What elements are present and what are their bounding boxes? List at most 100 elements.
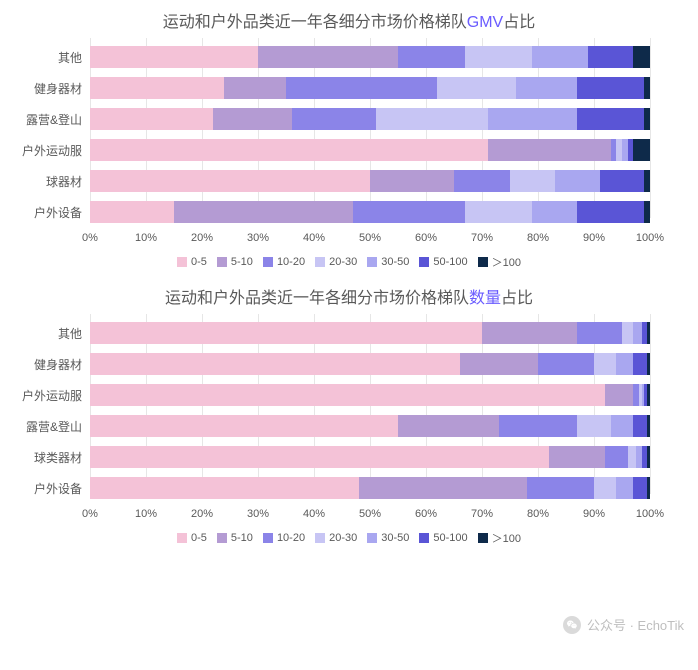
bar-segment xyxy=(460,353,538,375)
bar-track xyxy=(90,477,650,499)
x-tick: 10% xyxy=(135,232,157,244)
bar-track xyxy=(90,201,650,223)
bar-segment xyxy=(549,446,605,468)
category-label: 其他 xyxy=(0,325,90,342)
bar-segment xyxy=(647,446,650,468)
bar-track xyxy=(90,170,650,192)
bar-segment xyxy=(647,322,650,344)
bar-segment xyxy=(644,77,650,99)
legend-item: 50-100 xyxy=(419,530,467,546)
legend-swatch xyxy=(177,533,187,543)
legend-item: 20-30 xyxy=(315,530,357,546)
category-label: 露营&登山 xyxy=(0,418,90,435)
bar-segment xyxy=(398,415,499,437)
legend-label: 10-20 xyxy=(277,256,305,268)
x-tick: 90% xyxy=(583,232,605,244)
x-tick: 30% xyxy=(247,232,269,244)
legend-label: 50-100 xyxy=(433,256,467,268)
x-tick: 100% xyxy=(636,508,664,520)
wechat-icon xyxy=(563,616,581,634)
bar-segment xyxy=(532,201,577,223)
bar-segment xyxy=(577,77,644,99)
bar-segment xyxy=(644,170,650,192)
x-tick: 40% xyxy=(303,232,325,244)
x-tick: 80% xyxy=(527,508,549,520)
category-label: 露营&登山 xyxy=(0,111,90,128)
bar-segment xyxy=(594,477,616,499)
x-tick: 40% xyxy=(303,508,325,520)
legend-item: 30-50 xyxy=(367,254,409,270)
bar-segment xyxy=(90,477,359,499)
bar-segment xyxy=(224,77,286,99)
x-tick: 0% xyxy=(82,232,98,244)
plot-area: 其他健身器材露营&登山户外运动服球器材户外设备0%10%20%30%40%50%… xyxy=(0,38,698,250)
bar-segment xyxy=(628,446,636,468)
legend-swatch xyxy=(263,257,273,267)
bar-segment xyxy=(465,46,532,68)
bar-segment xyxy=(555,170,600,192)
bar-row: 健身器材 xyxy=(0,77,698,99)
bar-segment xyxy=(90,322,482,344)
category-label: 户外运动服 xyxy=(0,387,90,404)
legend-item: ＞100 xyxy=(478,530,521,546)
legend-swatch xyxy=(478,533,488,543)
bar-segment xyxy=(611,415,633,437)
bar-segment xyxy=(616,353,633,375)
x-tick: 10% xyxy=(135,508,157,520)
bar-segment xyxy=(633,353,647,375)
bar-segment xyxy=(644,108,650,130)
bar-segment xyxy=(454,170,510,192)
bar-row: 户外运动服 xyxy=(0,384,698,406)
bar-segment xyxy=(488,108,578,130)
legend-label: 0-5 xyxy=(191,256,207,268)
bar-segment xyxy=(647,384,650,406)
legend-swatch xyxy=(315,533,325,543)
watermark: 公众号 · EchoTik xyxy=(563,615,684,634)
bar-track xyxy=(90,46,650,68)
title-pre: 运动和户外品类近一年各细分市场价格梯队 xyxy=(163,14,467,31)
bar-segment xyxy=(90,353,460,375)
category-label: 其他 xyxy=(0,49,90,66)
x-tick: 60% xyxy=(415,232,437,244)
chart-title: 运动和户外品类近一年各细分市场价格梯队数量占比 xyxy=(0,276,698,314)
x-tick: 70% xyxy=(471,508,493,520)
bar-segment xyxy=(616,477,633,499)
x-axis: 0%10%20%30%40%50%60%70%80%90%100% xyxy=(0,232,698,250)
x-tick: 80% xyxy=(527,232,549,244)
watermark-text: 公众号 · EchoTik xyxy=(587,615,684,634)
bar-row: 户外设备 xyxy=(0,477,698,499)
legend-item: 30-50 xyxy=(367,530,409,546)
x-tick: 70% xyxy=(471,232,493,244)
bar-track xyxy=(90,139,650,161)
bar-segment xyxy=(398,46,465,68)
bar-segment xyxy=(90,139,488,161)
legend-label: 5-10 xyxy=(231,532,253,544)
bar-track xyxy=(90,353,650,375)
legend-item: ＞100 xyxy=(478,254,521,270)
bar-segment xyxy=(292,108,376,130)
legend-swatch xyxy=(315,257,325,267)
chart-top: 运动和户外品类近一年各细分市场价格梯队GMV占比其他健身器材露营&登山户外运动服… xyxy=(0,0,698,276)
bar-segment xyxy=(647,477,650,499)
title-pre: 运动和户外品类近一年各细分市场价格梯队 xyxy=(165,290,469,307)
bar-segment xyxy=(353,201,465,223)
bar-segment xyxy=(510,170,555,192)
x-tick: 50% xyxy=(359,508,381,520)
bar-segment xyxy=(465,201,532,223)
chart-bottom: 运动和户外品类近一年各细分市场价格梯队数量占比其他健身器材户外运动服露营&登山球… xyxy=(0,276,698,552)
bar-segment xyxy=(633,46,650,68)
x-axis-ticks: 0%10%20%30%40%50%60%70%80%90%100% xyxy=(90,232,650,250)
bar-segment xyxy=(258,46,398,68)
legend-label: ＞100 xyxy=(492,530,521,546)
bar-track xyxy=(90,446,650,468)
bar-segment xyxy=(647,415,650,437)
title-post: 占比 xyxy=(503,14,535,31)
bar-row: 露营&登山 xyxy=(0,108,698,130)
plot-area: 其他健身器材户外运动服露营&登山球类器材户外设备0%10%20%30%40%50… xyxy=(0,314,698,526)
bar-segment xyxy=(622,322,633,344)
legend-item: 50-100 xyxy=(419,254,467,270)
bar-segment xyxy=(633,415,647,437)
bar-segment xyxy=(90,108,213,130)
title-post: 占比 xyxy=(501,290,533,307)
bar-segment xyxy=(174,201,353,223)
